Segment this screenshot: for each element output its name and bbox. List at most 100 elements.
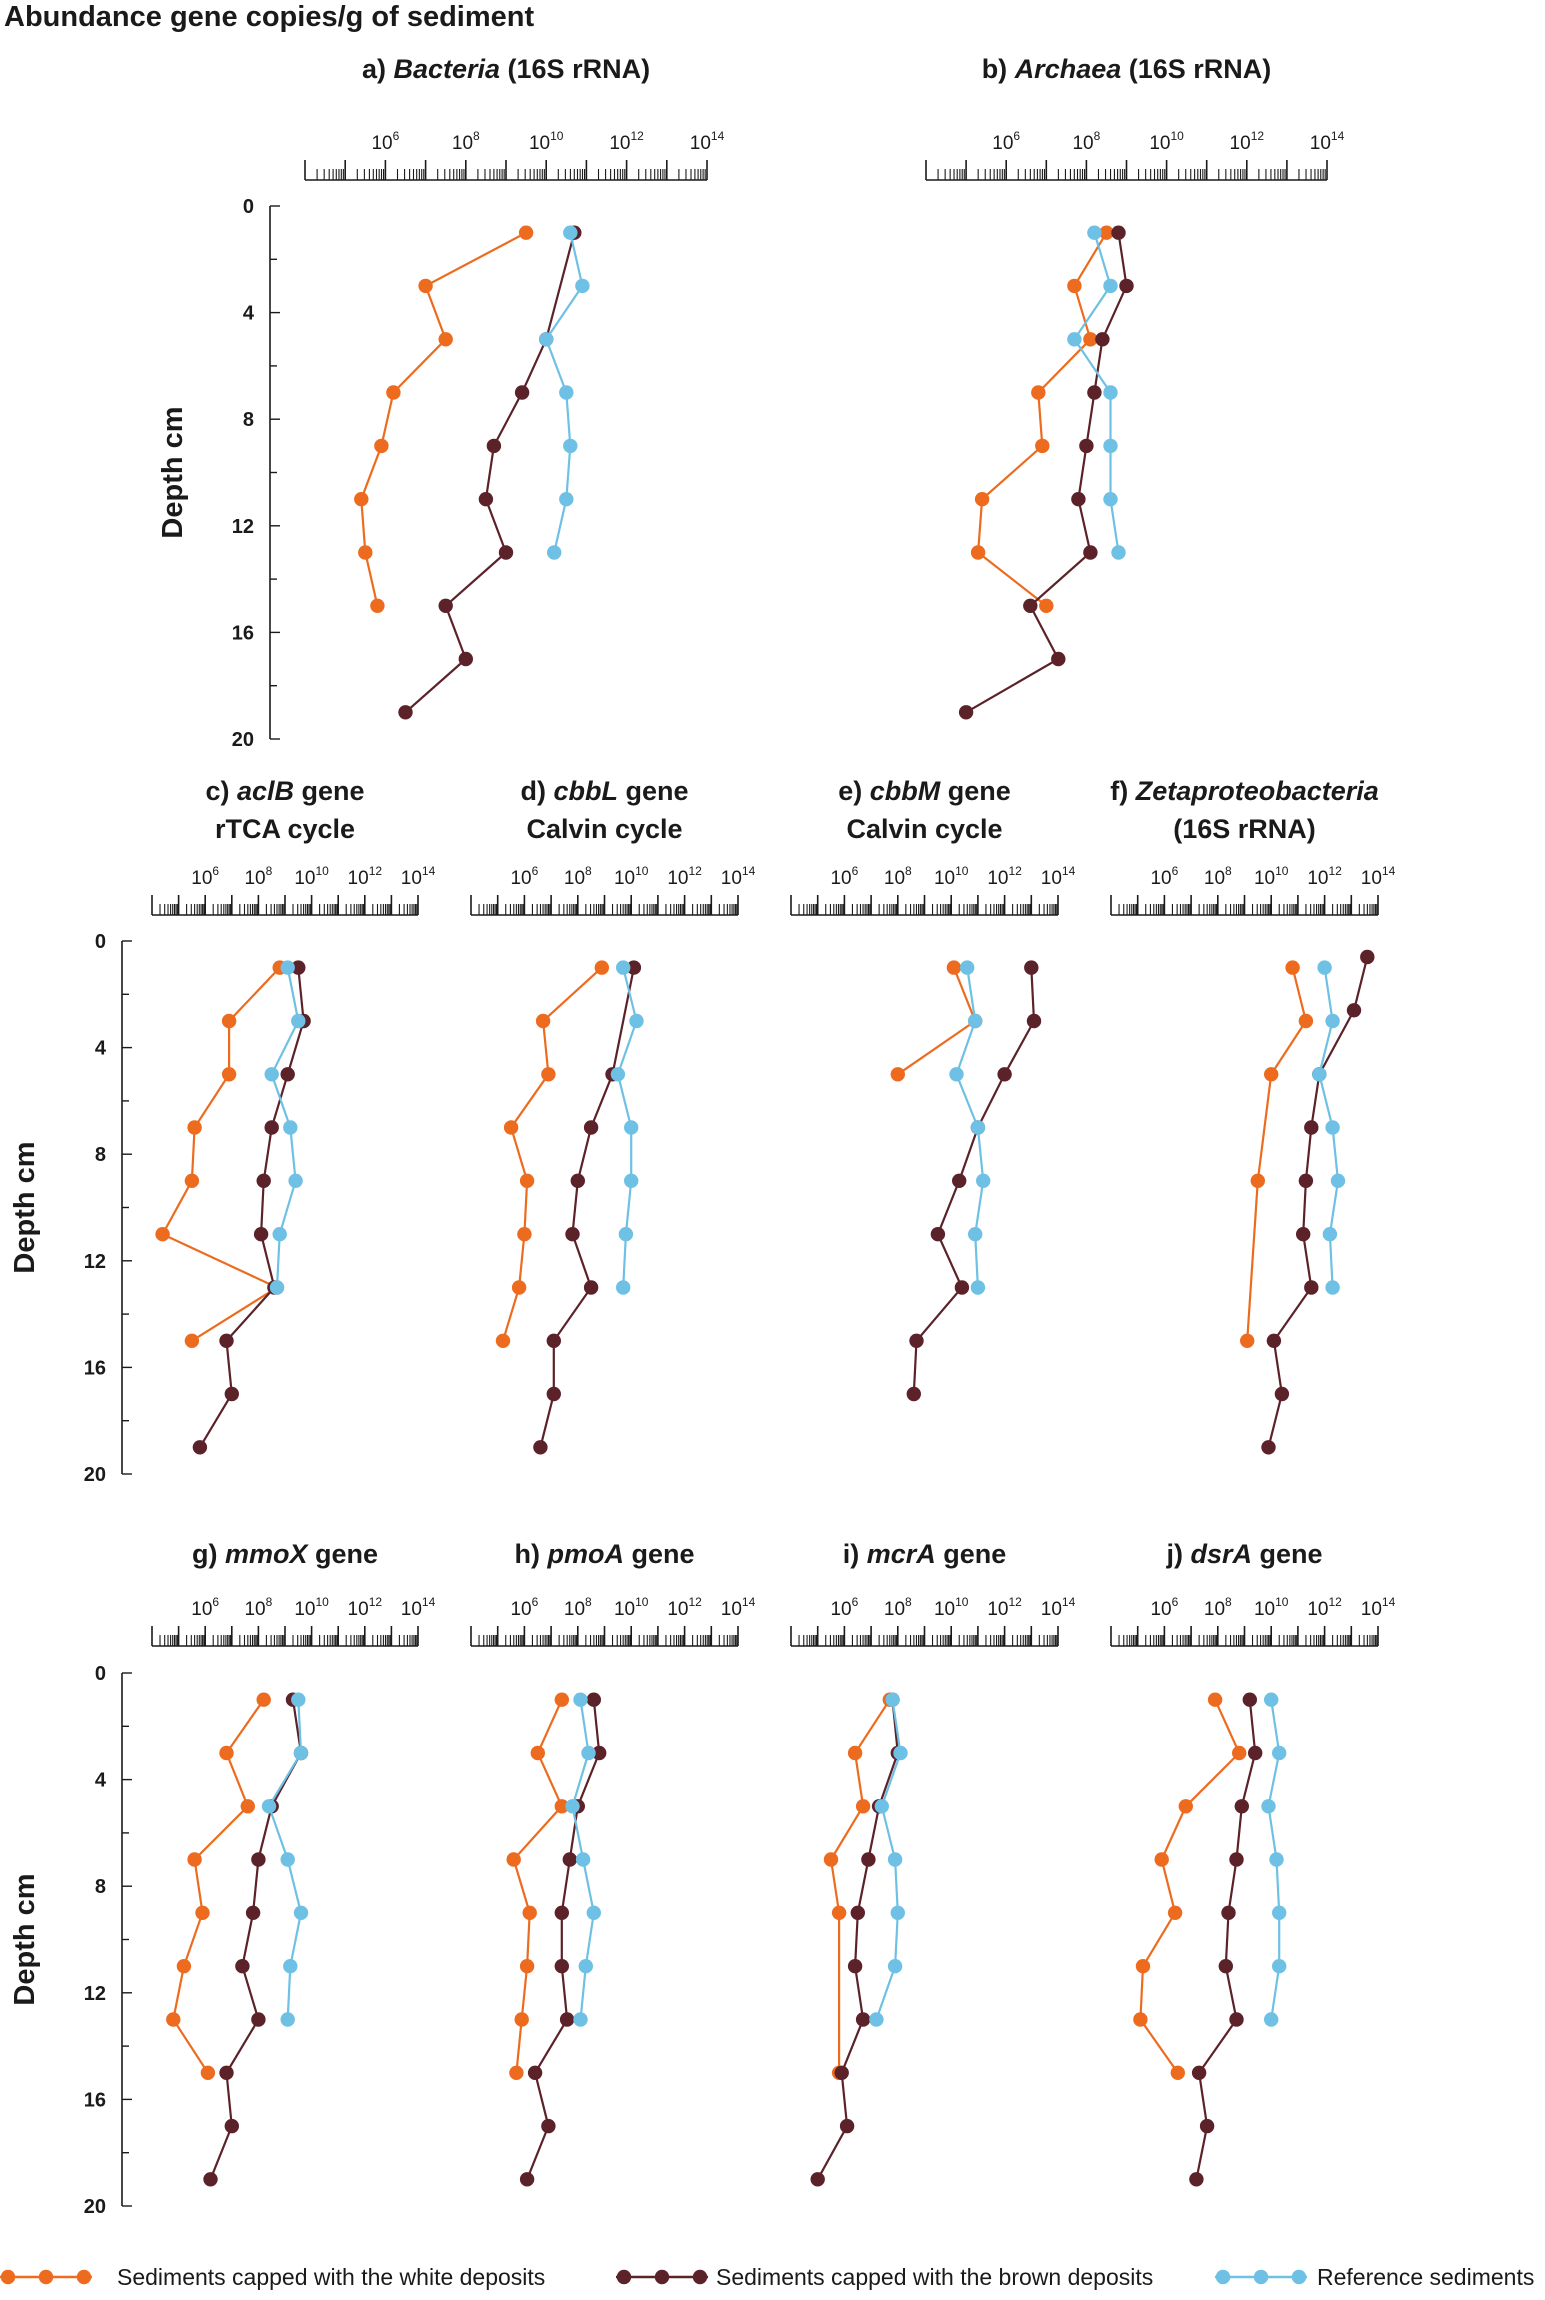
panel-taxon: cbbL [553, 776, 618, 806]
x-tick-label: 1014 [1361, 1595, 1396, 1620]
data-point-brown [1087, 385, 1102, 400]
y-axis-label: Depth cm [9, 1141, 41, 1273]
panel-prefix: d) [520, 776, 553, 806]
series-line-white [360, 231, 527, 607]
series-white [166, 1692, 271, 2080]
data-point-white [831, 1905, 847, 1921]
data-point-ref [1325, 1120, 1340, 1135]
y-tick-label: 20 [84, 1464, 106, 1486]
data-point-ref [1087, 225, 1102, 240]
data-point-white [1135, 1959, 1151, 1974]
figure-title: Abundance gene copies/g of sediment [4, 1, 534, 33]
x-tick-label: 1012 [1307, 1595, 1342, 1620]
x-tick-exponent: 6 [212, 1595, 219, 1609]
series-line-brown [965, 232, 1128, 714]
y-axis-label: Depth cm [157, 406, 189, 538]
data-point-ref [581, 1745, 596, 1761]
series-line-white [172, 1699, 265, 2074]
series-line-brown [912, 967, 1036, 1395]
x-tick-label: 1010 [1149, 129, 1184, 154]
panel-title: h) pmoA gene [514, 1539, 694, 1569]
series-ref [1261, 1692, 1287, 2027]
x-tick-base: 10 [690, 133, 711, 154]
x-tick-exponent: 8 [585, 864, 592, 878]
data-point-ref [1103, 385, 1118, 400]
data-point-ref [565, 1799, 580, 1814]
data-point-ref [949, 1067, 964, 1082]
data-point-brown [398, 705, 413, 720]
data-point-brown [1296, 1227, 1311, 1242]
x-tick-base: 10 [294, 1599, 315, 1620]
legend-marker [692, 2269, 708, 2285]
x-tick-label: 106 [371, 129, 399, 154]
data-point-ref [874, 1799, 889, 1814]
x-tick-label: 108 [244, 864, 272, 889]
y-tick-label: 16 [84, 1357, 106, 1379]
data-point-brown [253, 1227, 269, 1242]
x-tick-base: 10 [529, 133, 550, 154]
panel-prefix: a) [362, 54, 394, 84]
x-tick-base: 10 [987, 868, 1008, 889]
x-tick-base: 10 [1204, 1599, 1225, 1620]
x-tick-exponent: 8 [1225, 864, 1232, 878]
series-brown [1189, 1692, 1263, 2187]
x-tick-base: 10 [1041, 868, 1062, 889]
x-tick-exponent: 6 [532, 864, 539, 878]
data-point-brown [554, 1959, 569, 1974]
data-point-ref [1111, 545, 1126, 560]
data-point-ref [1325, 1280, 1340, 1295]
data-point-brown [570, 1173, 585, 1189]
data-point-white [370, 598, 385, 613]
data-point-ref [264, 1067, 279, 1082]
series-line-white [501, 966, 603, 1342]
x-tick-exponent: 14 [1062, 864, 1076, 878]
data-point-brown [256, 1173, 271, 1189]
data-point-ref [970, 1120, 986, 1135]
x-tick-label: 1010 [614, 864, 649, 889]
data-point-brown [478, 492, 494, 507]
x-tick-exponent: 10 [635, 1595, 649, 1609]
x-tick-base: 10 [1254, 868, 1275, 889]
x-tick-base: 10 [191, 1599, 212, 1620]
data-point-brown [562, 1852, 577, 1867]
x-tick-base: 10 [934, 868, 955, 889]
data-point-brown [235, 1959, 250, 1974]
panel-subtitle: (16S rRNA) [1173, 814, 1316, 844]
x-tick-label: 108 [884, 864, 912, 889]
x-tick-label: 106 [510, 1595, 538, 1620]
legend-marker [1215, 2269, 1231, 2285]
x-tick-label: 1012 [348, 1595, 383, 1620]
data-point-brown [519, 2172, 535, 2187]
x-tick-base: 10 [1307, 1599, 1328, 1620]
series-brown [398, 225, 582, 720]
data-point-ref [586, 1905, 601, 1921]
data-point-ref [293, 1745, 309, 1761]
series-line-white [976, 232, 1108, 607]
data-point-white [155, 1227, 170, 1242]
data-point-white [1240, 1333, 1255, 1349]
x-tick-label: 1010 [294, 864, 329, 889]
data-point-white [1170, 2065, 1186, 2080]
panel-suffix: gene [940, 776, 1011, 806]
data-point-ref [1103, 278, 1118, 294]
x-tick-label: 106 [1150, 864, 1178, 889]
data-point-ref [559, 492, 574, 507]
data-point-brown [834, 2065, 849, 2080]
x-tick-exponent: 6 [212, 864, 219, 878]
x-tick-exponent: 14 [742, 864, 756, 878]
data-point-brown [954, 1280, 970, 1295]
data-point-ref [280, 960, 295, 975]
data-point-brown [1083, 545, 1098, 560]
series-white [1240, 960, 1314, 1349]
series-brown [958, 225, 1134, 720]
data-point-brown [1234, 1799, 1250, 1814]
x-tick-base: 10 [191, 868, 212, 889]
data-point-ref [563, 225, 578, 240]
series-brown [192, 960, 311, 1455]
series-line-white [1246, 967, 1308, 1341]
data-point-white [506, 1852, 521, 1867]
panel-prefix: g) [192, 1539, 225, 1569]
x-tick-base: 10 [987, 1599, 1008, 1620]
